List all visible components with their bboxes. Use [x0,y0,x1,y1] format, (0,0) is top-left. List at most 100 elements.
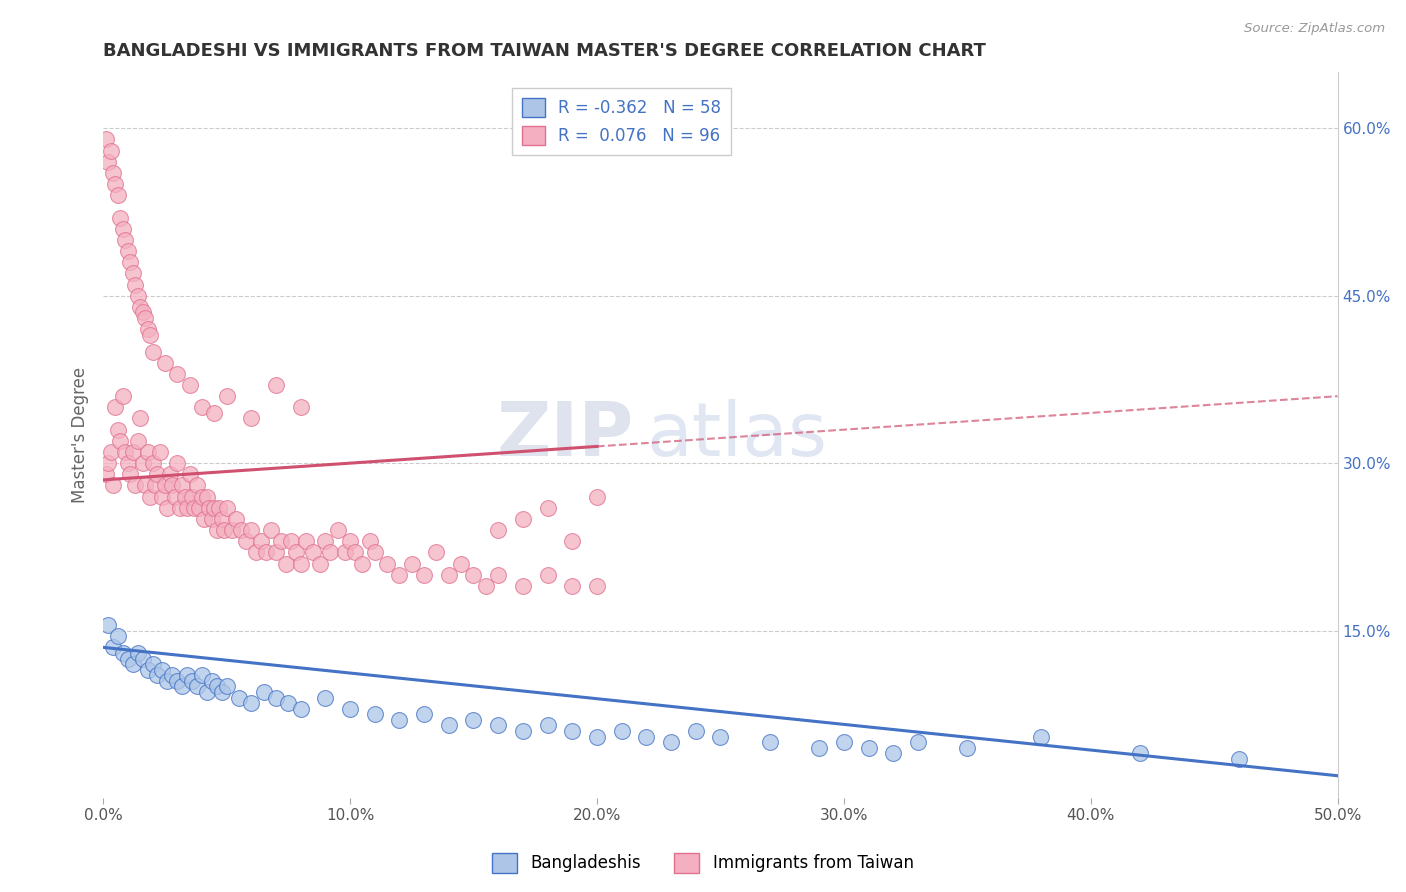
Point [176,500,198,515]
Point [169,500,191,515]
Point [463,713,485,727]
Point [131,305,153,319]
Point [176,668,198,682]
Point [352,557,374,571]
Point [235,534,257,549]
Point [198,500,221,515]
Point [117,651,139,665]
Point [163,490,186,504]
Point [136,663,159,677]
Point [111,389,134,403]
Point [101,640,124,655]
Point [561,579,583,593]
Point [104,401,127,415]
Point [193,512,215,526]
Point [179,378,201,392]
Point [186,478,208,492]
Point [114,445,136,459]
Point [290,702,312,716]
Point [536,500,558,515]
Legend: Bangladeshis, Immigrants from Taiwan: Bangladeshis, Immigrants from Taiwan [485,847,921,880]
Point [758,735,780,749]
Point [131,456,153,470]
Point [319,545,342,559]
Point [120,255,142,269]
Point [450,557,472,571]
Point [245,545,267,559]
Point [141,344,163,359]
Point [120,467,142,482]
Point [101,478,124,492]
Point [166,456,188,470]
Point [277,696,299,710]
Point [907,735,929,749]
Point [201,512,224,526]
Point [131,651,153,665]
Y-axis label: Master's Degree: Master's Degree [72,368,89,503]
Point [326,523,349,537]
Point [512,512,534,526]
Point [274,557,297,571]
Point [124,277,146,292]
Point [110,211,132,225]
Point [536,567,558,582]
Point [364,707,387,722]
Point [100,445,122,459]
Point [191,401,214,415]
Point [211,685,233,699]
Point [136,322,159,336]
Point [359,534,381,549]
Point [388,713,411,727]
Point [1227,752,1250,766]
Point [302,545,325,559]
Point [221,523,243,537]
Point [107,423,129,437]
Point [333,545,356,559]
Text: BANGLADESHI VS IMMIGRANTS FROM TAIWAN MASTER'S DEGREE CORRELATION CHART: BANGLADESHI VS IMMIGRANTS FROM TAIWAN MA… [103,42,986,60]
Point [139,490,162,504]
Point [100,144,122,158]
Point [401,557,423,571]
Point [181,490,204,504]
Text: Source: ZipAtlas.com: Source: ZipAtlas.com [1244,22,1385,36]
Point [114,233,136,247]
Point [162,478,184,492]
Point [709,730,731,744]
Point [136,445,159,459]
Point [111,221,134,235]
Point [264,378,287,392]
Point [134,311,156,326]
Point [240,523,263,537]
Point [124,478,146,492]
Point [284,545,307,559]
Point [202,406,225,420]
Point [121,657,143,672]
Point [610,724,633,739]
Text: atlas: atlas [647,399,827,472]
Point [129,300,152,314]
Point [586,579,609,593]
Point [172,680,194,694]
Point [486,567,509,582]
Point [437,567,460,582]
Point [141,456,163,470]
Point [882,747,904,761]
Point [375,557,398,571]
Point [231,523,253,537]
Point [659,735,682,749]
Point [94,132,117,146]
Point [212,523,235,537]
Point [166,367,188,381]
Point [188,500,211,515]
Point [195,490,218,504]
Point [290,557,312,571]
Point [186,680,208,694]
Point [127,289,149,303]
Point [195,685,218,699]
Point [172,478,194,492]
Text: ZIP: ZIP [496,399,634,472]
Point [314,534,336,549]
Point [413,707,436,722]
Point [215,500,238,515]
Point [201,673,224,688]
